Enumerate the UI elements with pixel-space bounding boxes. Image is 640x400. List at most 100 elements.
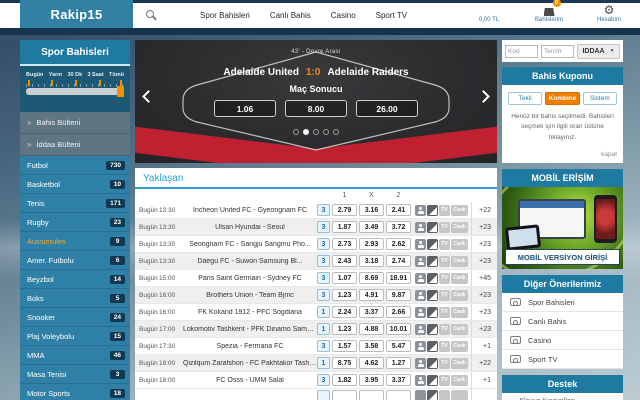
nav-item[interactable]: Casino — [330, 11, 356, 20]
suggestion-item[interactable]: Canlı Bahis — [502, 312, 623, 332]
time-slider[interactable] — [26, 86, 124, 97]
odd-away[interactable]: 2.66 — [386, 306, 411, 318]
more-markets-link[interactable]: +1 — [471, 372, 493, 388]
carousel-dot[interactable] — [333, 129, 339, 135]
tv-icon[interactable]: TV — [439, 272, 450, 284]
sport-item[interactable]: Plaj Voleybolu 15 — [20, 327, 130, 346]
statistics-icon[interactable] — [427, 374, 438, 386]
mobile-version-link[interactable]: MOBİL VERSİYON GİRİŞİ — [505, 249, 620, 266]
odd-draw[interactable]: 4.88 — [359, 323, 384, 335]
suggestion-item[interactable]: Casino — [502, 331, 623, 351]
featured-odd-button[interactable]: 26.00 — [356, 100, 418, 117]
betslip-close-link[interactable]: kapat — [601, 151, 617, 159]
tv-icon[interactable]: TV — [439, 238, 450, 250]
head-to-head-icon[interactable] — [415, 289, 426, 301]
time-filter-option[interactable]: Bugün — [26, 72, 44, 78]
market-count-badge[interactable]: 1 — [317, 306, 330, 318]
statistics-icon[interactable] — [427, 221, 438, 233]
sport-item[interactable]: Masa Tenisi 3 — [20, 365, 130, 384]
head-to-head-icon[interactable] — [415, 272, 426, 284]
featured-odd-button[interactable]: 1.06 — [214, 100, 276, 117]
more-markets-link[interactable]: +23 — [471, 304, 493, 320]
match-teams[interactable]: FK Kokand 1912 - PFC Sogdiana — [198, 308, 302, 316]
odd-home[interactable]: 2.79 — [332, 204, 357, 216]
odd-home[interactable]: 2.24 — [332, 306, 357, 318]
odd-away[interactable]: 9.87 — [386, 289, 411, 301]
featured-odd-button[interactable]: 8.00 — [285, 100, 347, 117]
carousel-dot[interactable] — [323, 129, 329, 135]
odd-draw[interactable]: 8.69 — [359, 272, 384, 284]
live-icon[interactable]: Canlı — [451, 340, 468, 352]
head-to-head-icon[interactable] — [415, 255, 426, 267]
match-teams[interactable]: Brothers Union - Team Bjmc — [206, 291, 294, 299]
market-count-badge[interactable]: 3 — [317, 204, 330, 216]
market-count-badge[interactable]: 3 — [317, 272, 330, 284]
sport-item[interactable]: Tenis 171 — [20, 194, 130, 213]
market-count-badge[interactable]: 3 — [317, 289, 330, 301]
head-to-head-icon[interactable] — [415, 238, 426, 250]
match-teams[interactable]: Daegu FC - Suwon Samsung Bl... — [197, 257, 303, 265]
betslip-tab[interactable]: Sistem — [582, 92, 617, 105]
odd-away[interactable]: 10.01 — [386, 323, 411, 335]
market-count-badge[interactable]: 3 — [317, 374, 330, 386]
more-markets-link[interactable]: +23 — [471, 219, 493, 235]
brand-logo[interactable]: Rakip15 — [20, 0, 133, 28]
iddaa-dropdown[interactable]: IDDAA ▼ — [577, 43, 620, 59]
more-markets-link[interactable]: +23 — [471, 321, 493, 337]
odd-away[interactable]: 3.72 — [386, 221, 411, 233]
match-teams[interactable]: Paris Saint Germain - Sydney FC — [198, 274, 302, 282]
odd-home[interactable]: 1.07 — [332, 272, 357, 284]
odd-away[interactable]: 3.37 — [386, 374, 411, 386]
statistics-icon[interactable] — [427, 272, 438, 284]
market-count-badge[interactable]: 1 — [317, 357, 330, 369]
market-count-badge[interactable]: 3 — [317, 238, 330, 250]
sport-item[interactable]: Snooker 24 — [20, 308, 130, 327]
time-filter-option[interactable]: 30 Dk — [67, 72, 83, 78]
head-to-head-icon[interactable] — [415, 323, 426, 335]
odd-away[interactable]: 18.91 — [386, 272, 411, 284]
match-teams[interactable]: Incheon United FC - Gyeongnam FC — [193, 206, 307, 214]
pick-input[interactable] — [541, 44, 574, 58]
nav-item[interactable]: Canlı Bahis — [269, 11, 311, 20]
live-icon[interactable]: Canlı — [451, 204, 468, 216]
nav-item[interactable]: Spor Bahisleri — [200, 11, 250, 20]
sport-item[interactable]: Motor Sports 18 — [20, 384, 130, 400]
tv-icon[interactable]: TV — [439, 255, 450, 267]
account-button[interactable]: ⚙ Hesabım — [590, 4, 628, 23]
code-input[interactable] — [505, 44, 538, 58]
odd-draw[interactable]: 3.95 — [359, 374, 384, 386]
match-teams[interactable]: Seongnam FC - Sangju Sangmu Pho... — [189, 240, 311, 248]
market-count-badge[interactable]: 1 — [317, 323, 330, 335]
odd-draw[interactable]: 3.18 — [359, 255, 384, 267]
time-filter-option[interactable]: Tümü — [108, 72, 124, 78]
live-icon[interactable]: Canlı — [451, 374, 468, 386]
statistics-icon[interactable] — [427, 340, 438, 352]
odd-draw[interactable]: 2.93 — [359, 238, 384, 250]
tv-icon[interactable]: TV — [439, 289, 450, 301]
sport-item[interactable]: Basketbol 10 — [20, 175, 130, 194]
live-icon[interactable]: Canlı — [451, 221, 468, 233]
live-icon[interactable]: Canlı — [451, 323, 468, 335]
odd-draw[interactable]: 3.58 — [359, 340, 384, 352]
statistics-icon[interactable] — [427, 323, 438, 335]
odd-home[interactable]: 2.73 — [332, 238, 357, 250]
match-teams[interactable]: Ulsan Hyundai - Seoul — [215, 223, 285, 231]
sport-item[interactable]: Aussierules 9 — [20, 232, 130, 251]
odd-away[interactable]: 2.62 — [386, 238, 411, 250]
sport-item[interactable]: Amer. Futbolu 6 — [20, 251, 130, 270]
odd-home[interactable]: 1.23 — [332, 323, 357, 335]
market-count-badge[interactable]: 3 — [317, 221, 330, 233]
match-teams[interactable]: Spezia - Fermana FC — [216, 342, 284, 350]
betslip-tab[interactable]: Tekli — [508, 92, 543, 105]
odd-draw[interactable]: 3.16 — [359, 204, 384, 216]
odd-draw[interactable]: 4.62 — [359, 357, 384, 369]
sport-item[interactable]: Futbol 730 — [20, 156, 130, 175]
statistics-icon[interactable] — [427, 357, 438, 369]
bulletin-item[interactable]: » İddaa Bülteni — [20, 134, 130, 156]
statistics-icon[interactable] — [427, 204, 438, 216]
market-count-badge[interactable]: 3 — [317, 340, 330, 352]
tv-icon[interactable]: TV — [439, 204, 450, 216]
live-icon[interactable]: Canlı — [451, 255, 468, 267]
market-count-badge[interactable]: 3 — [317, 255, 330, 267]
search-button[interactable] — [146, 10, 158, 22]
